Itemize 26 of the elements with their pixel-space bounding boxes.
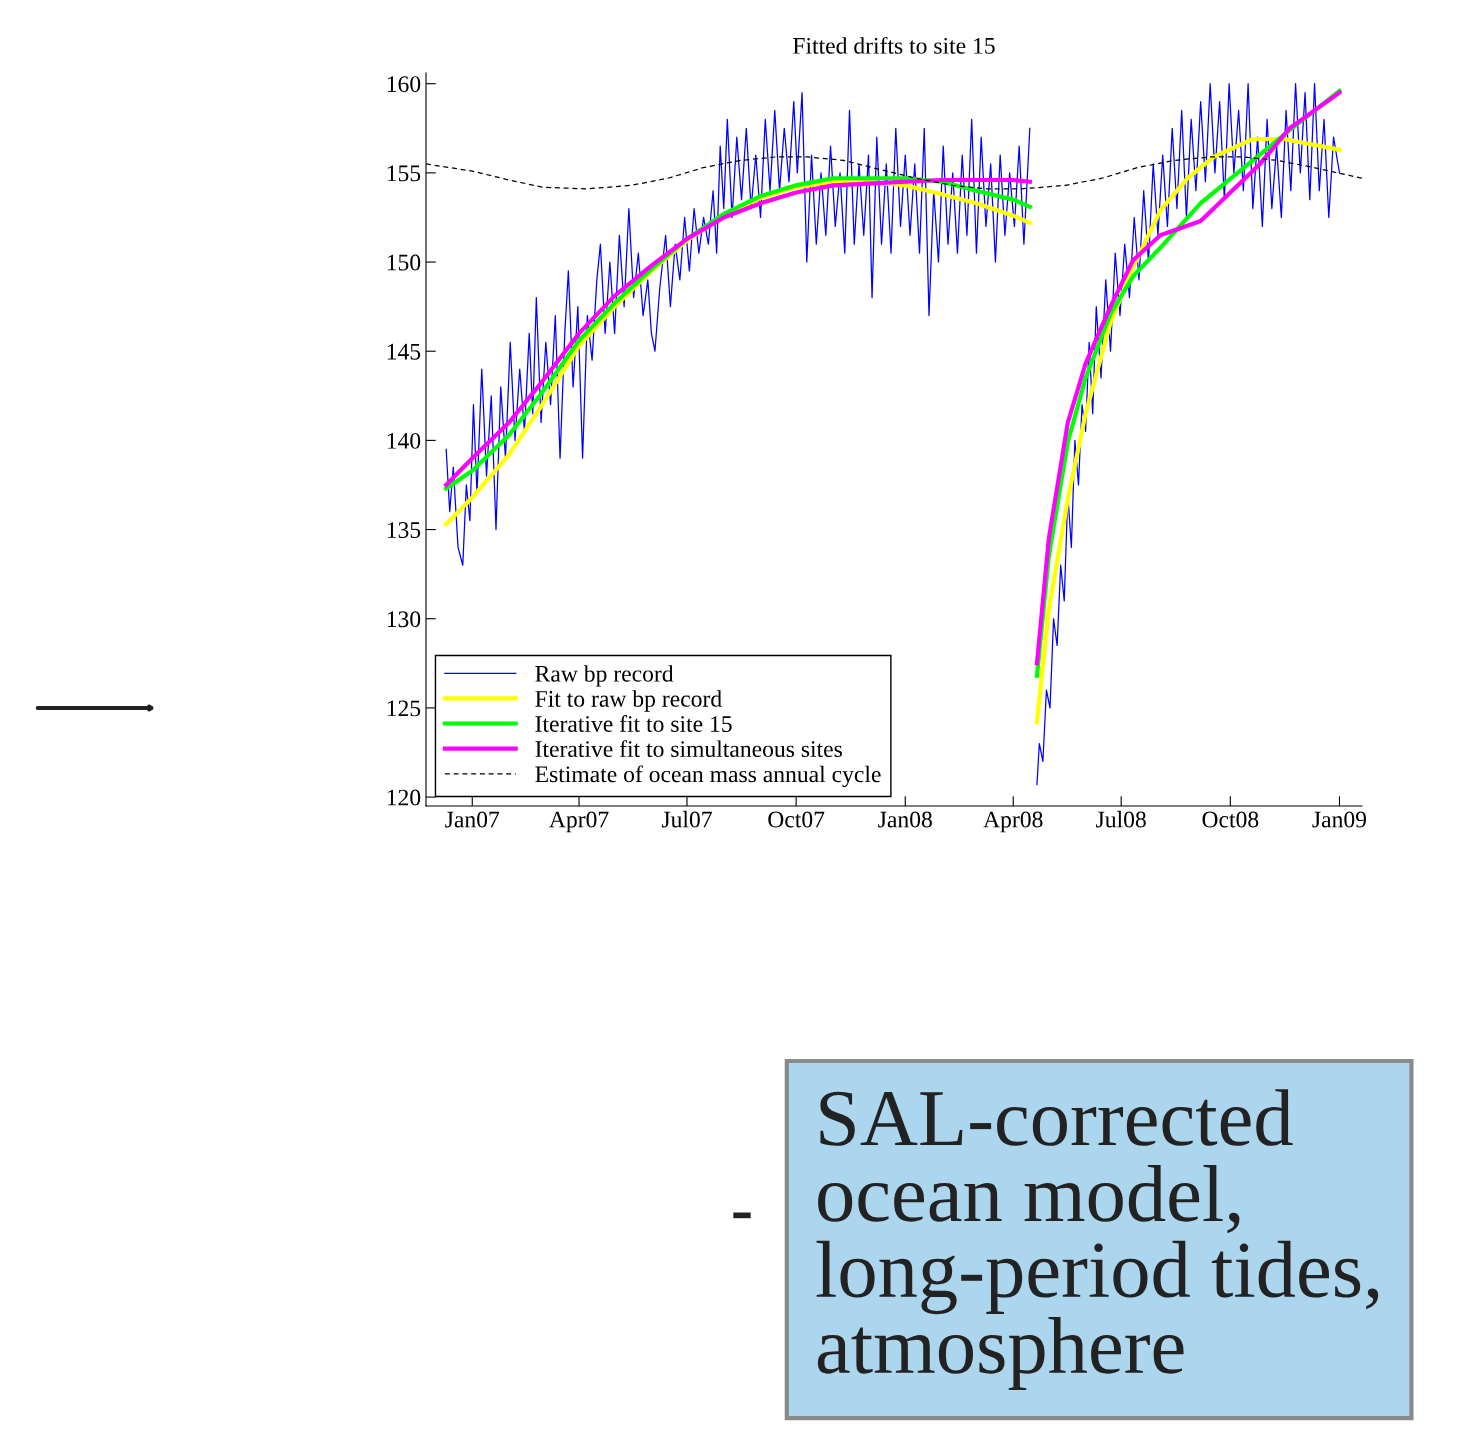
y-tick-label: 150 bbox=[387, 254, 421, 271]
x-tick-label: Jan09 bbox=[1312, 811, 1367, 828]
chart-title: Fitted drifts to site 15 bbox=[793, 36, 995, 54]
x-tick-label: Apr08 bbox=[983, 811, 1043, 833]
x-tick-label: Jan08 bbox=[878, 811, 932, 828]
legend-label: Fit to raw bp record bbox=[535, 690, 722, 712]
y-tick-label: 120 bbox=[387, 789, 421, 806]
x-tick-label: Oct07 bbox=[768, 811, 825, 828]
x-tick-label: Jul08 bbox=[1096, 810, 1146, 828]
x-tick-label: Oct08 bbox=[1202, 811, 1259, 828]
y-tick-label: 145 bbox=[387, 343, 421, 360]
y-tick-label: 140 bbox=[387, 432, 421, 449]
y-tick-label: 125 bbox=[387, 700, 421, 717]
text: SAL-corrected ocean model, long-period tides, atmosphere bbox=[816, 1089, 1379, 1390]
y-tick-label: 135 bbox=[387, 522, 421, 538]
legend-label: Iterative fit to site 15 bbox=[535, 715, 732, 732]
y-tick-label: 130 bbox=[387, 611, 421, 628]
x-tick-label: Apr07 bbox=[549, 811, 609, 833]
y-tick-label: 160 bbox=[387, 76, 421, 93]
legend-label: Raw bp record bbox=[535, 665, 674, 687]
x-tick-label: Jan07 bbox=[445, 811, 500, 828]
legend-label: Estimate of ocean mass annual cycle bbox=[535, 765, 881, 788]
legend-label: Iterative fit to simultaneous sites bbox=[535, 740, 842, 758]
y-tick-label: 155 bbox=[387, 165, 421, 182]
x-tick-label: Jul07 bbox=[661, 810, 712, 828]
text: - bbox=[733, 1212, 751, 1219]
